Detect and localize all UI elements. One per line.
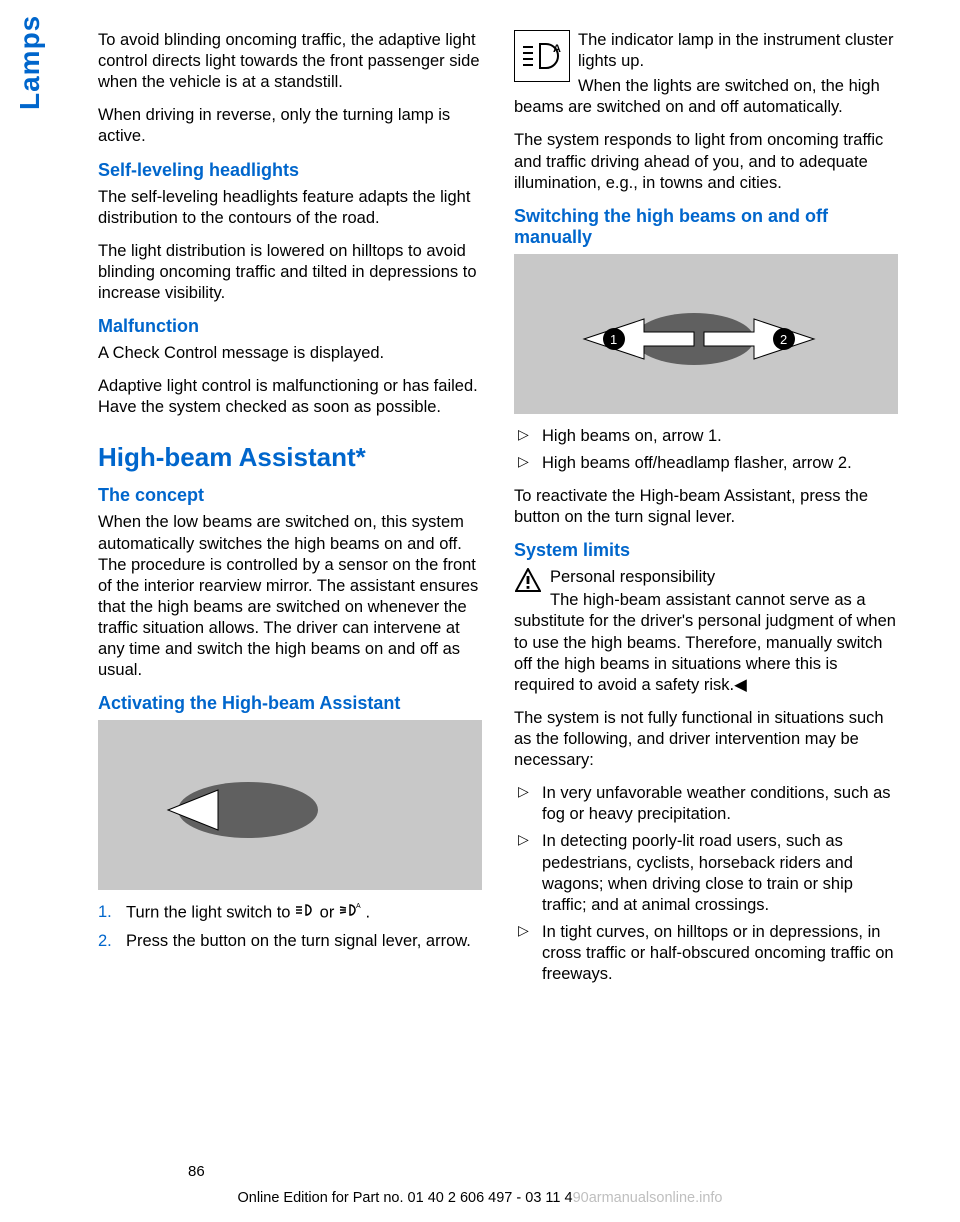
list-item: High beams off/headlamp flasher, arrow 2… [514,453,898,474]
para: The system responds to light from oncomi… [514,130,898,193]
list-item: In detecting poorly-lit road users, such… [514,831,898,915]
footer: Online Edition for Part no. 01 40 2 606 … [0,1190,960,1206]
para: The self-leveling headlights feature ada… [98,187,482,229]
step-text: Press the button on the turn signal leve… [126,932,471,950]
step-number: 1. [98,902,112,923]
high-beam-list: High beams on, arrow 1. High beams off/h… [514,426,898,474]
para: Adaptive light control is malfunctioning… [98,376,482,418]
heading-concept: The concept [98,485,482,506]
figure-turn-signal-lever [98,720,482,890]
para: When the low beams are switched on, this… [98,512,482,681]
heading-malfunction: Malfunction [98,316,482,337]
para: The indicator lamp in the instrument clu… [514,30,898,72]
heading-self-leveling: Self-leveling headlights [98,160,482,181]
figure-high-beam-arrows: 1 2 [514,254,898,414]
svg-text:1: 1 [610,332,617,347]
heading-high-beam-assistant: High-beam Assistant* [98,442,482,473]
para: The system is not fully functional in si… [514,708,898,771]
step-1: 1. Turn the light switch to or A . [98,902,482,924]
page-number: 86 [188,1163,205,1180]
step-text: or [320,904,339,922]
footer-text: Online Edition for Part no. 01 40 2 606 … [237,1190,572,1206]
para: When the lights are switched on, the hig… [514,76,898,118]
warning-body: The high-beam assistant cannot serve as … [514,590,898,696]
step-number: 2. [98,931,112,952]
right-column: A The indicator lamp in the instrument c… [514,30,898,997]
step-2: 2. Press the button on the turn signal l… [98,931,482,952]
warning-block: Personal responsibility The high-beam as… [514,567,898,708]
warning-title: Personal responsibility [514,567,898,588]
step-text: Turn the light switch to [126,904,295,922]
indicator-paragraph: A The indicator lamp in the instrument c… [514,30,898,130]
warning-icon [514,567,542,593]
light-switch-icon-2: A [339,902,361,924]
list-item: High beams on, arrow 1. [514,426,898,447]
light-switch-icon-1 [295,902,315,924]
para: To reactivate the High-beam Assistant, p… [514,486,898,528]
para: When driving in reverse, only the turnin… [98,105,482,147]
heading-switching-manually: Switching the high beams on and off manu… [514,206,898,248]
svg-text:2: 2 [780,332,787,347]
activation-steps: 1. Turn the light switch to or A . 2. Pr… [98,902,482,952]
section-side-label: Lamps [14,15,46,110]
left-column: To avoid blinding oncoming traffic, the … [98,30,482,997]
svg-text:A: A [356,903,361,910]
limits-list: In very unfavorable weather conditions, … [514,783,898,985]
para: The light distribution is lowered on hil… [98,241,482,304]
footer-watermark: 90armanualsonline.info [573,1190,723,1206]
para: A Check Control message is displayed. [98,343,482,364]
arrows-illustration: 1 2 [514,254,898,414]
list-item: In very unfavorable weather conditions, … [514,783,898,825]
lever-illustration [98,720,482,890]
step-text: . [366,904,371,922]
heading-activating: Activating the High-beam Assistant [98,693,482,714]
svg-text:A: A [553,43,561,55]
heading-system-limits: System limits [514,540,898,561]
para: To avoid blinding oncoming traffic, the … [98,30,482,93]
high-beam-indicator-icon: A [514,30,570,82]
list-item: In tight curves, on hilltops or in depre… [514,922,898,985]
page-content: To avoid blinding oncoming traffic, the … [98,30,898,997]
